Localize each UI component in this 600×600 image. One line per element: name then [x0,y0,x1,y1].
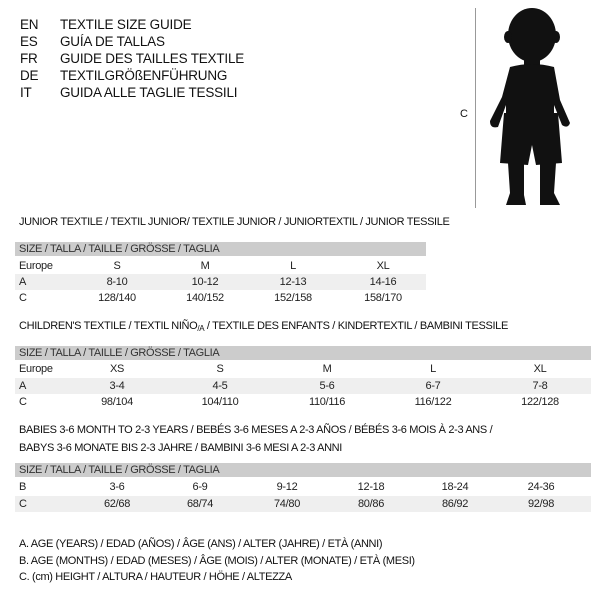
table-cell: 62/68 [103,498,131,510]
legend-a: A. AGE (YEARS) / EDAD (AÑOS) / ÂGE (ANS)… [19,538,383,550]
row-label: A [19,380,27,392]
table-cell: 3-4 [109,380,125,392]
lang-title-fr: GUIDE DES TAILLES TEXTILE [60,51,245,66]
table-row: C 98/104 104/110 110/116 116/122 122/128 [15,394,591,410]
table-cell: 158/170 [364,292,402,304]
table-cell: 4-5 [212,380,228,392]
row-label: Europe [19,363,53,375]
lang-title-it: GUIDA ALLE TAGLIE TESSILI [60,85,238,100]
table-row: C 128/140 140/152 152/158 158/170 [15,290,426,306]
lang-code-it: IT [20,85,32,100]
table-cell: XL [376,260,390,272]
row-label: C [19,498,27,510]
table-cell: 68/74 [186,498,214,510]
lang-title-en: TEXTILE SIZE GUIDE [60,17,192,32]
table-cell: M [322,363,332,375]
table-cell: 80/86 [357,498,385,510]
table-cell: 116/122 [414,396,452,408]
table-row: Europe XS S M L XL [15,361,591,377]
lang-title-de: TEXTILGRÖßENFÜHRUNG [60,68,228,83]
table-cell: 18-24 [441,481,469,493]
table-cell: 3-6 [109,481,125,493]
children-title-rest: / TEXTILE DES ENFANTS / KINDERTEXTIL / B… [204,320,508,332]
lang-title-es: GUÍA DE TALLAS [60,34,165,49]
table-row: B 3-6 6-9 9-12 12-18 18-24 24-36 [15,479,591,495]
table-cell: 12-18 [357,481,385,493]
table-row: A 3-4 4-5 5-6 6-7 7-8 [15,378,591,394]
table-cell: 6-9 [192,481,208,493]
table-cell: 7-8 [532,380,548,392]
table-cell: 98/104 [101,396,133,408]
table-cell: 8-10 [106,276,128,288]
lang-code-de: DE [20,68,39,83]
row-label: C [19,396,27,408]
table-row: C 62/68 68/74 74/80 80/86 86/92 92/98 [15,496,591,512]
children-title: CHILDREN'S TEXTILE / TEXTIL NIÑO/A / TEX… [19,320,508,333]
row-label: C [19,292,27,304]
table-cell: 10-12 [191,276,219,288]
table-cell: 122/128 [521,396,559,408]
table-cell: 12-13 [279,276,307,288]
legend-c: C. (cm) HEIGHT / ALTURA / HAUTEUR / HÖHE… [19,571,292,583]
lang-code-en: EN [20,17,39,32]
children-table-header: SIZE / TALLA / TAILLE / GRÖSSE / TAGLIA [15,346,591,360]
table-row: Europe S M L XL [15,258,426,274]
height-measure-line [475,8,476,208]
table-cell: 140/152 [186,292,224,304]
row-label: B [19,481,27,493]
junior-title: JUNIOR TEXTILE / TEXTIL JUNIOR/ TEXTILE … [19,216,450,228]
table-cell: XS [109,363,125,375]
table-cell: XL [533,363,547,375]
table-cell: 14-16 [369,276,397,288]
table-cell: 110/116 [308,396,346,408]
table-cell: 86/92 [441,498,469,510]
table-cell: 92/98 [527,498,555,510]
table-cell: 74/80 [273,498,301,510]
table-cell: M [200,260,210,272]
table-row: A 8-10 10-12 12-13 14-16 [15,274,426,290]
lang-code-fr: FR [20,51,38,66]
row-label: A [19,276,27,288]
table-cell: 24-36 [527,481,555,493]
babies-title-line1: BABIES 3-6 MONTH TO 2-3 YEARS / BEBÉS 3-… [19,424,493,436]
table-cell: 9-12 [276,481,298,493]
junior-table-header: SIZE / TALLA / TAILLE / GRÖSSE / TAGLIA [15,242,426,256]
babies-table-header: SIZE / TALLA / TAILLE / GRÖSSE / TAGLIA [15,463,591,477]
row-label: Europe [19,260,53,272]
children-title-sub: /A [197,324,205,333]
table-cell: 104/110 [201,396,239,408]
table-cell: 6-7 [425,380,441,392]
table-cell: L [290,260,296,272]
table-cell: S [216,363,224,375]
table-cell: L [430,363,436,375]
table-cell: 5-6 [319,380,335,392]
table-cell: 128/140 [98,292,136,304]
children-title-main: CHILDREN'S TEXTILE / TEXTIL NIÑO [19,320,198,332]
height-label: C [460,108,468,120]
legend-b: B. AGE (MONTHS) / EDAD (MESES) / ÂGE (MO… [19,555,415,567]
babies-title-line2: BABYS 3-6 MONATE BIS 2-3 JAHRE / BAMBINI… [19,442,342,454]
table-cell: S [113,260,121,272]
table-cell: 152/158 [274,292,312,304]
child-silhouette-icon [490,8,570,205]
lang-code-es: ES [20,34,38,49]
